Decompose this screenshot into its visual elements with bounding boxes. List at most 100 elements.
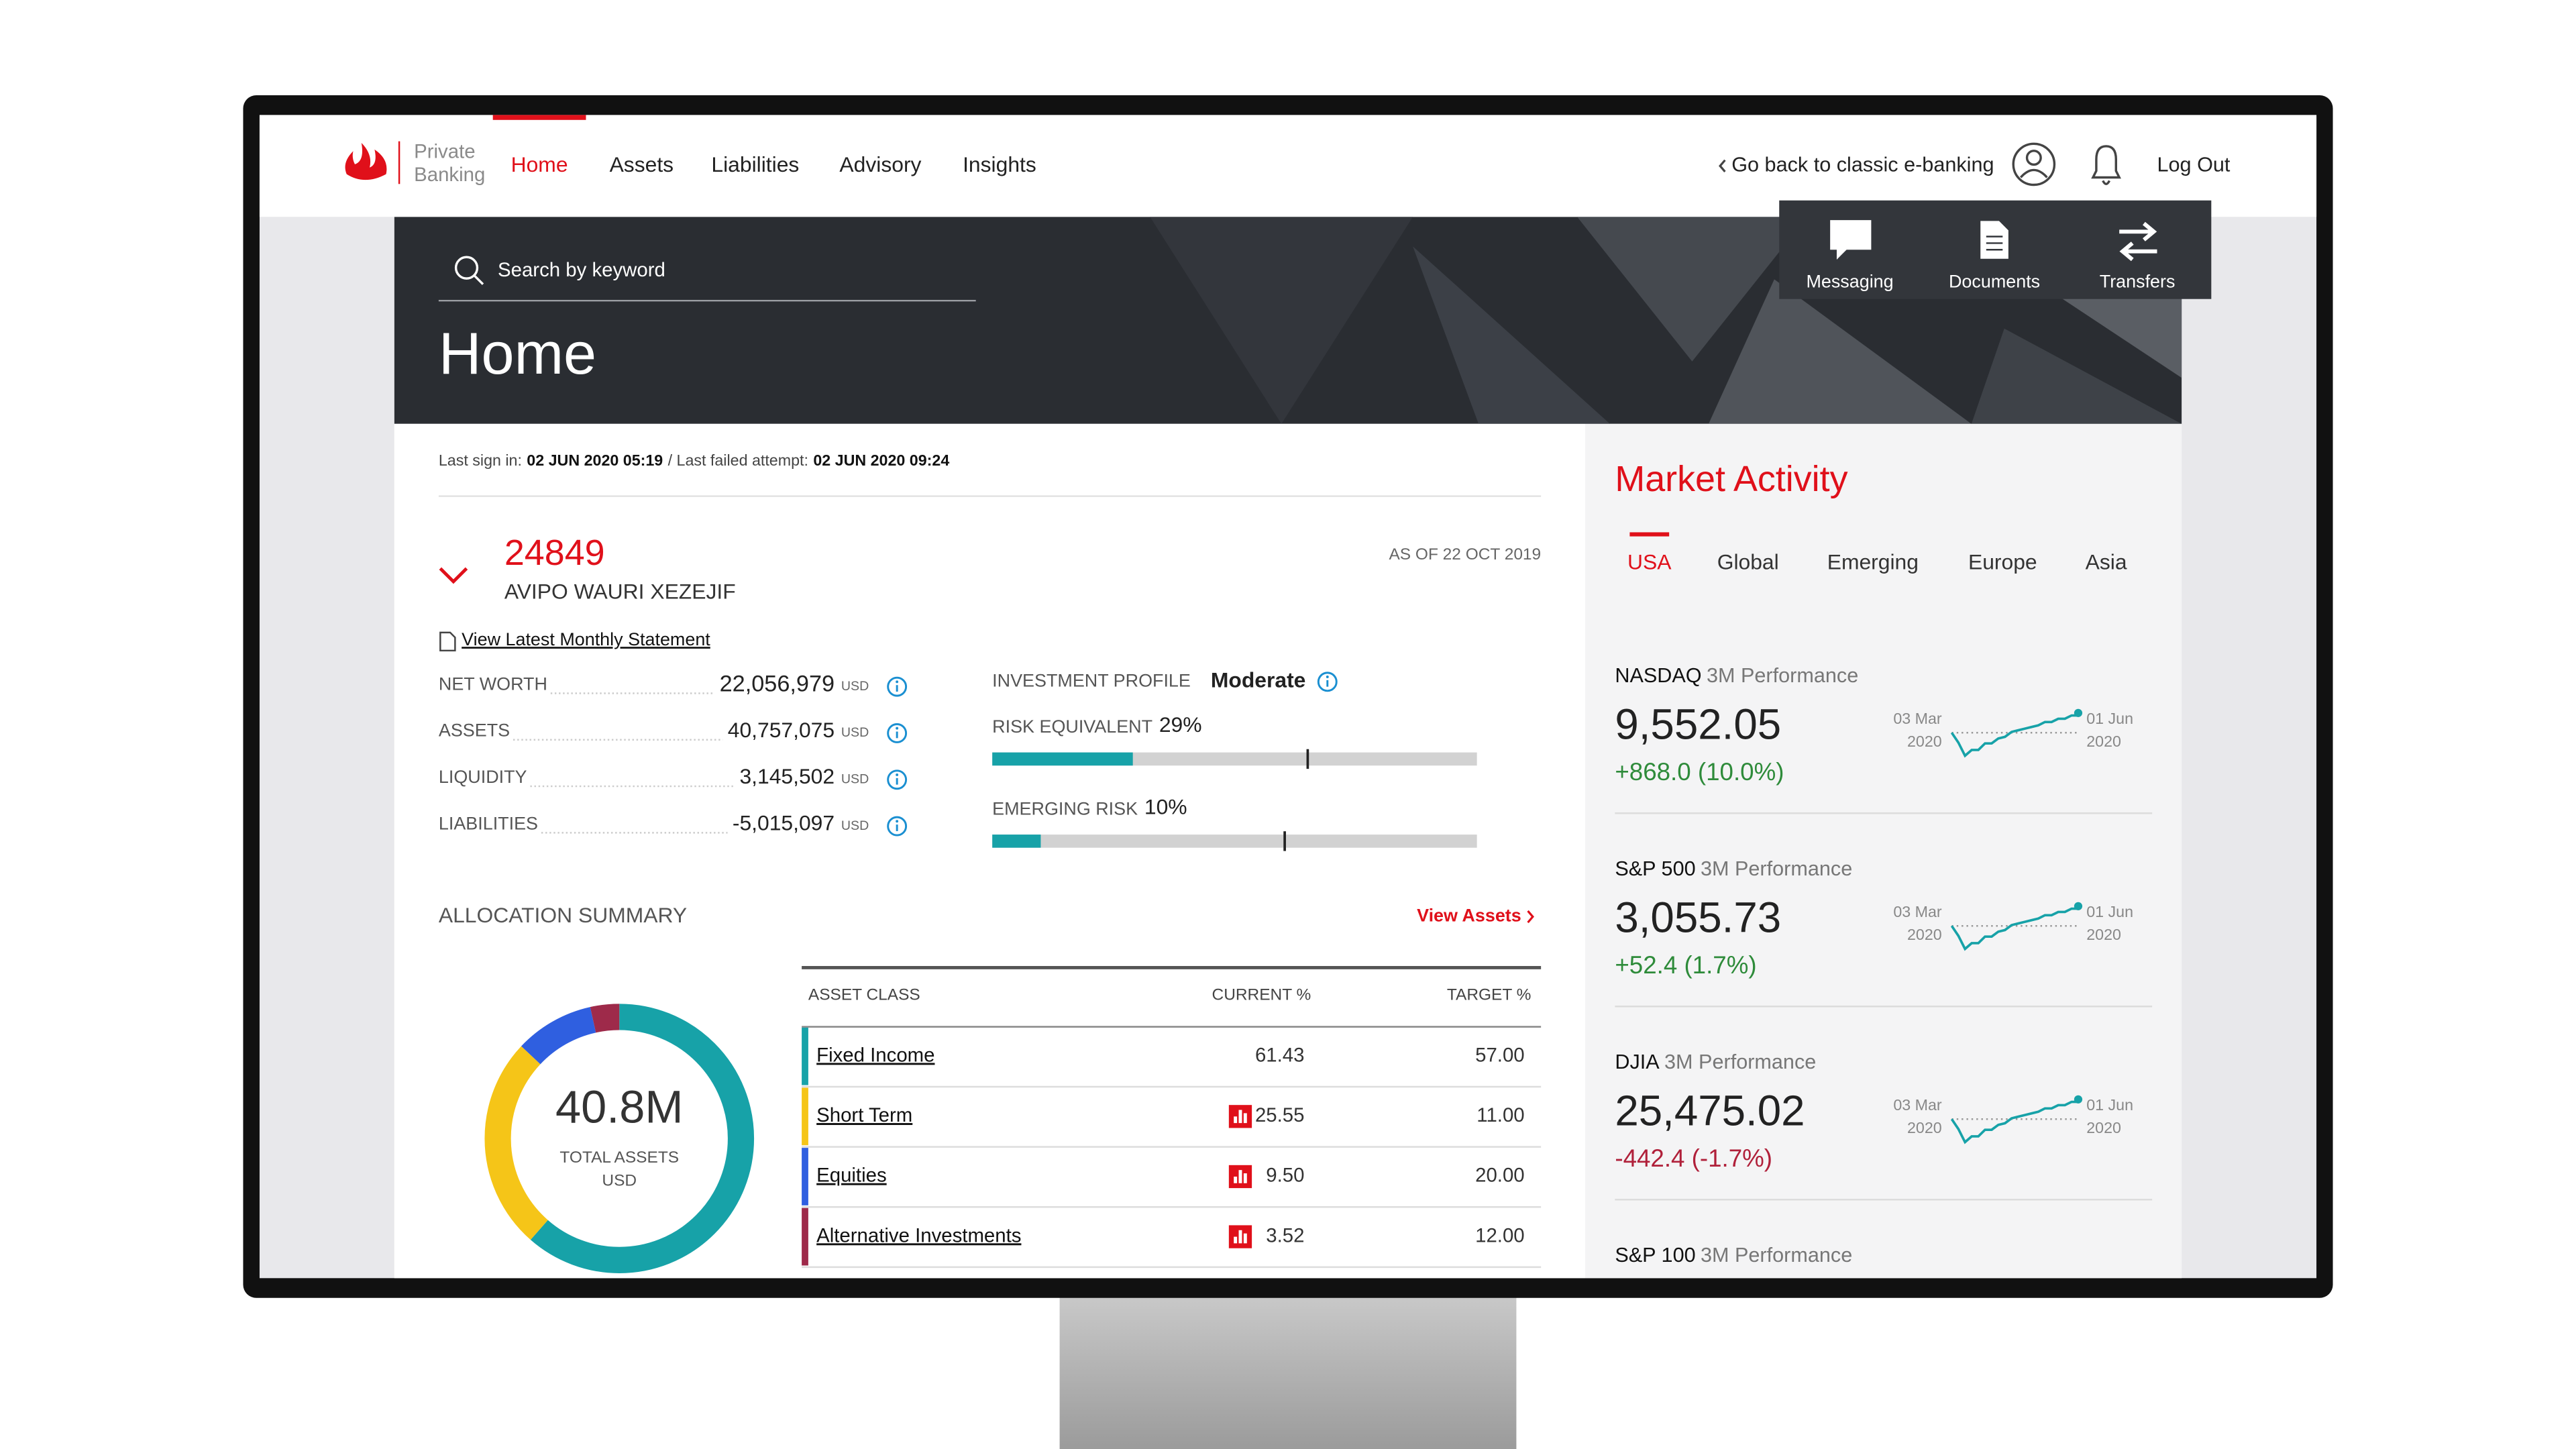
market-tab[interactable]: Global — [1717, 549, 1779, 574]
sparkline-end-label: 2020 — [2086, 1119, 2121, 1136]
page-title: Home — [439, 320, 596, 386]
nav-item[interactable]: Liabilities — [711, 152, 799, 176]
account-toggle[interactable] — [439, 567, 468, 584]
target-percent: 20.00 — [1475, 1165, 1525, 1187]
back-link[interactable]: Go back to classic e-banking — [1731, 153, 1994, 176]
nav-item[interactable]: Insights — [963, 152, 1036, 176]
info-icon-dot — [1326, 676, 1329, 678]
info-icon[interactable] — [887, 676, 908, 697]
info-icon[interactable] — [887, 769, 908, 790]
view-assets-link[interactable]: View Assets — [1417, 906, 1521, 926]
metric-unit: USD — [841, 679, 869, 694]
quick-action-label[interactable]: Messaging — [1806, 271, 1893, 291]
info-icon[interactable] — [1317, 672, 1338, 692]
sparkline-end-label: 01 Jun — [2086, 710, 2133, 727]
index-name: DJIA 3M Performance — [1615, 1051, 1816, 1073]
table-header: ASSET CLASS — [808, 986, 920, 1004]
index-name: S&P 100 3M Performance — [1615, 1244, 1852, 1267]
info-icon-dot — [896, 680, 899, 684]
statement-link[interactable]: View Latest Monthly Statement — [462, 629, 710, 649]
total-assets-unit: USD — [602, 1171, 637, 1189]
search-input[interactable]: Search by keyword — [498, 259, 665, 281]
hero-pattern — [1708, 279, 1972, 424]
deviation-icon-bar — [1238, 1110, 1242, 1124]
deviation-icon-bar — [1243, 1113, 1247, 1124]
notification-icon[interactable] — [2091, 145, 2121, 185]
sparkline-end-label: 2020 — [2086, 733, 2121, 750]
index-name-text: NASDAQ — [1615, 664, 1701, 687]
sign-in-part: 02 JUN 2020 05:19 — [527, 451, 663, 469]
market-tab[interactable]: USA — [1627, 549, 1672, 574]
sign-in-part: 02 JUN 2020 09:24 — [813, 451, 949, 469]
deviation-icon-bar — [1234, 1236, 1238, 1244]
search-icon — [454, 256, 479, 280]
deviation-icon-bar — [1234, 1176, 1238, 1183]
deviation-icon-bar — [1238, 1170, 1242, 1183]
sparkline-end-label: 2020 — [2086, 926, 2121, 943]
donut-segment — [484, 1004, 755, 1273]
index-period: 3M Performance — [1701, 857, 1852, 880]
messaging-icon[interactable] — [1830, 220, 1872, 260]
target-percent: 57.00 — [1475, 1044, 1525, 1066]
metric-unit: USD — [841, 771, 869, 786]
as-of-date: AS OF 22 OCT 2019 — [1389, 545, 1541, 564]
main-panel — [394, 423, 1586, 1279]
index-period: 3M Performance — [1664, 1051, 1816, 1073]
metric-value: -5,015,097 — [733, 811, 835, 835]
sparkline-end-label: 01 Jun — [2086, 903, 2133, 920]
info-icon[interactable] — [887, 816, 908, 837]
account-number: 24849 — [504, 533, 605, 573]
metric-label: LIQUIDITY — [439, 767, 527, 787]
sparkline — [1950, 714, 2078, 758]
nav-item[interactable]: Advisory — [839, 152, 921, 176]
risk-value: 10% — [1144, 794, 1187, 818]
profile-icon[interactable] — [2012, 142, 2056, 186]
asset-class-link[interactable]: Fixed Income — [816, 1044, 934, 1066]
asset-color-bar — [802, 1087, 808, 1146]
asset-class-link[interactable]: Equities — [816, 1165, 887, 1187]
metric-unit: USD — [841, 818, 869, 833]
quick-action-label[interactable]: Transfers — [2100, 271, 2176, 291]
nav-item[interactable]: Home — [511, 152, 568, 176]
profile-icon-body — [2019, 168, 2048, 178]
logout-link[interactable]: Log Out — [2157, 153, 2231, 176]
index-change: -442.4 (-1.7%) — [1615, 1144, 1772, 1172]
donut-segment — [484, 1004, 755, 1273]
market-tab[interactable]: Asia — [2086, 549, 2127, 574]
quick-action-label[interactable]: Documents — [1949, 271, 2040, 291]
metric-value: 40,757,075 — [728, 718, 835, 742]
sparkline-end-dot — [2074, 902, 2083, 910]
market-tab[interactable]: Europe — [1968, 549, 2037, 574]
index-name: S&P 500 3M Performance — [1615, 857, 1852, 880]
asset-class-link[interactable]: Short Term — [816, 1104, 912, 1126]
risk-label: EMERGING RISK — [992, 798, 1138, 818]
deviation-icon-bar — [1234, 1116, 1238, 1124]
metric-label: ASSETS — [439, 720, 510, 741]
metric-value: 3,145,502 — [739, 764, 835, 788]
hero-pattern — [1150, 217, 1413, 424]
top-nav — [259, 115, 2317, 217]
asset-color-bar — [802, 1027, 808, 1085]
index-period: 3M Performance — [1701, 1244, 1852, 1267]
info-icon-dot — [896, 773, 899, 776]
search-icon-handle — [474, 275, 484, 285]
sign-in-part: Last sign in: — [439, 451, 522, 469]
sparkline-start-label: 2020 — [1907, 733, 1942, 750]
index-name-text: DJIA — [1615, 1051, 1660, 1073]
nav-item[interactable]: Assets — [610, 152, 674, 176]
deviation-icon-bar — [1238, 1230, 1242, 1244]
asset-class-link[interactable]: Alternative Investments — [816, 1224, 1021, 1246]
monitor-stand — [1059, 1294, 1517, 1449]
transfers-icon[interactable] — [2119, 221, 2157, 262]
hero-pattern — [1971, 328, 2182, 424]
risk-fill — [992, 835, 1041, 848]
total-assets-label: TOTAL ASSETS — [559, 1148, 679, 1167]
current-percent: 25.55 — [1255, 1104, 1305, 1126]
market-tab[interactable]: Emerging — [1827, 549, 1919, 574]
info-icon[interactable] — [887, 723, 908, 743]
table-header: TARGET % — [1447, 986, 1532, 1004]
documents-icon[interactable] — [1978, 219, 2010, 261]
risk-label: RISK EQUIVALENT — [992, 716, 1152, 737]
info-icon-dot — [896, 820, 899, 823]
